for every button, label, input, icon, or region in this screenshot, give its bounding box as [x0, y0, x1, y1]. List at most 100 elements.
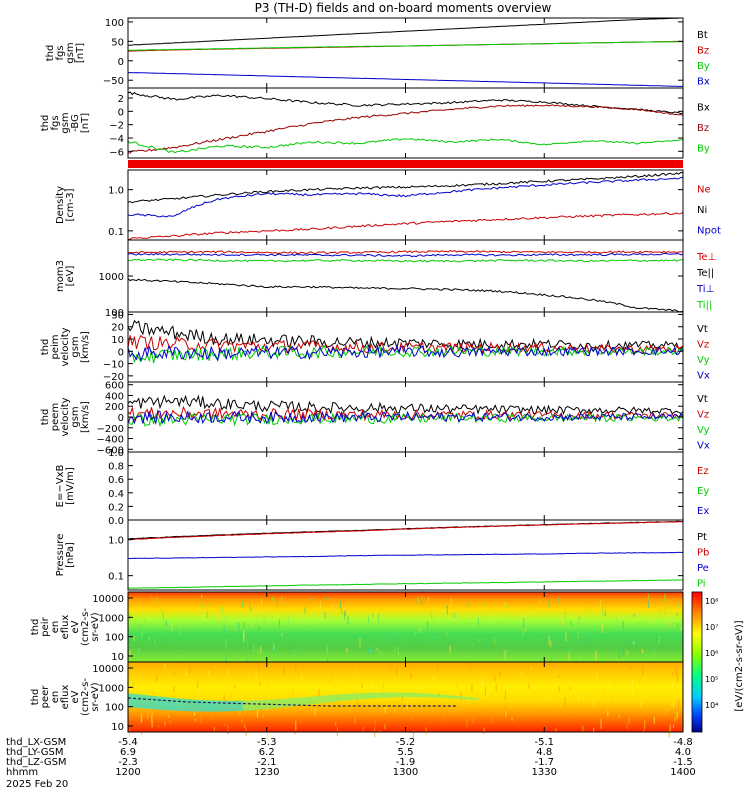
y-tick-label: 0: [118, 107, 124, 118]
heatmap-texture: [593, 662, 595, 665]
heatmap-texture: [151, 720, 153, 728]
y-tick-label: 100: [105, 308, 124, 319]
y-axis-label-line: Pressure: [55, 534, 66, 577]
heatmap-texture: [260, 646, 262, 654]
heatmap-texture: [296, 649, 298, 657]
heatmap-texture: [382, 682, 384, 690]
heatmap-texture: [143, 639, 145, 642]
heatmap-texture: [499, 672, 501, 678]
y-axis-label: thdpeerenefluxeV(cm2-s-sr-eV): [30, 678, 101, 716]
heatmap-texture: [383, 620, 385, 627]
heatmap-texture: [318, 689, 320, 698]
heatmap-texture: [600, 718, 602, 729]
heatmap-texture: [250, 607, 252, 612]
heatmap-texture: [410, 670, 412, 678]
heatmap-band: [162, 697, 169, 711]
panel-frame: [127, 451, 684, 521]
y-tick-label: 1.0: [108, 448, 124, 459]
series-Ti⊥: [127, 252, 684, 258]
heatmap-texture: [653, 716, 655, 724]
heatmap-texture: [417, 597, 420, 605]
heatmap-texture: [485, 687, 487, 696]
heatmap-texture: [160, 608, 162, 614]
series-Bz: [128, 104, 684, 154]
heatmap-texture: [148, 636, 150, 642]
y-tick-label: 0.8: [108, 462, 124, 473]
heatmap-texture: [466, 718, 468, 727]
legend-Bz: Bz: [697, 45, 709, 56]
heatmap-texture: [568, 652, 570, 661]
heatmap-texture: [201, 602, 204, 609]
y-tick-label: 0.6: [108, 475, 124, 486]
heatmap-texture: [524, 627, 526, 633]
ephem-row-label: 2025 Feb 20: [6, 779, 68, 790]
heatmap-texture: [397, 638, 399, 642]
heatmap-band: [334, 694, 341, 702]
heatmap-texture: [582, 695, 584, 700]
y-axis-label-line: Density: [55, 186, 66, 224]
heatmap-texture: [561, 620, 564, 626]
heatmap-texture: [335, 704, 337, 707]
y-tick-label: 0: [118, 57, 124, 68]
y-tick-label: 400: [105, 391, 124, 402]
heatmap-texture: [297, 694, 300, 701]
heatmap-texture: [427, 621, 429, 630]
heatmap-texture: [627, 639, 629, 646]
series-Pe: [128, 551, 684, 559]
heatmap-texture: [647, 601, 650, 608]
heatmap-texture: [483, 727, 486, 733]
ephem-value: -4.8: [673, 737, 693, 748]
heatmap-texture: [140, 730, 143, 736]
heatmap-texture: [399, 652, 401, 656]
heatmap-band: [128, 693, 135, 708]
y-tick-label: −600: [97, 445, 124, 456]
heatmap-texture: [389, 663, 391, 668]
heatmap-texture: [335, 722, 337, 726]
heatmap-texture: [494, 674, 496, 682]
panels-group: 100500−50BtBzByBxthdfgsgsm[nT]20−2−4−6Bx…: [30, 17, 721, 740]
y-tick-label: 100: [105, 633, 124, 644]
y-axis-label: E=−VxB[mV/m]: [55, 465, 76, 508]
colorbar-tick-label: 10⁷: [705, 623, 718, 632]
x-tick-label: 1400: [670, 767, 695, 778]
heatmap-texture: [432, 676, 434, 681]
heatmap-texture: [227, 725, 229, 735]
heatmap-texture: [273, 643, 275, 651]
heatmap-texture: [209, 602, 211, 607]
y-axis-label-line: velocity: [60, 327, 71, 366]
panel-density: 1.0 0.1 Ne Ni Npot Density[cm-3]: [55, 169, 721, 241]
heatmap-texture: [276, 650, 278, 655]
y-tick-label: −10: [103, 360, 124, 371]
heatmap-texture: [233, 685, 236, 689]
heatmap-texture: [629, 665, 631, 670]
legend-Vz: Vz: [697, 409, 709, 420]
y-tick-label: 200: [105, 402, 124, 413]
heatmap-texture: [549, 662, 551, 667]
colorbar-tick-label: 10⁴: [705, 701, 718, 710]
heatmap-texture: [278, 619, 280, 625]
y-axis-label-line: [km/s]: [80, 401, 91, 433]
heatmap-texture: [633, 641, 635, 645]
y-axis-label-line: thd: [40, 115, 51, 132]
heatmap-texture: [539, 651, 542, 662]
heatmap-texture: [256, 606, 258, 614]
heatmap-texture: [550, 640, 552, 648]
heatmap-texture: [433, 615, 435, 626]
heatmap-band: [437, 694, 444, 698]
heatmap-band: [168, 697, 175, 711]
heatmap-texture: [539, 599, 541, 603]
heatmap-texture: [235, 622, 237, 631]
heatmap-texture: [347, 676, 349, 683]
y-tick-label: 0.0: [108, 516, 124, 527]
heatmap-texture: [670, 702, 672, 706]
heatmap-texture: [676, 612, 678, 617]
heatmap-texture: [281, 632, 283, 637]
heatmap-texture: [212, 709, 214, 720]
heatmap-texture: [626, 722, 628, 730]
heatmap-texture: [593, 727, 595, 733]
heatmap-texture: [446, 605, 448, 615]
heatmap-band: [454, 696, 462, 699]
heatmap-texture: [259, 682, 261, 687]
heatmap-texture: [406, 701, 409, 710]
heatmap-texture: [477, 617, 479, 627]
